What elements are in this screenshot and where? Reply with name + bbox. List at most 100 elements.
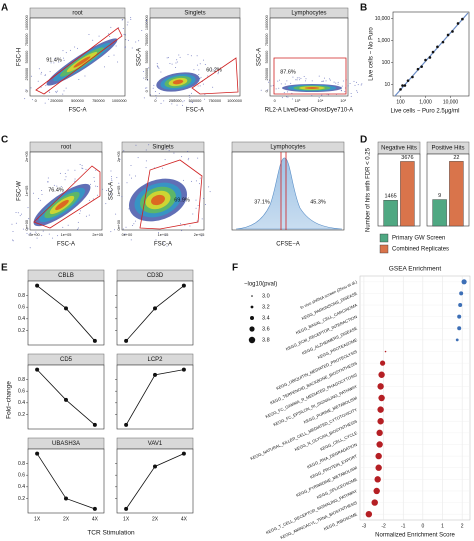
density-dot bbox=[155, 239, 157, 241]
x-tick-label: 750000 bbox=[92, 99, 105, 103]
density-dot bbox=[160, 71, 162, 73]
density-dot bbox=[203, 59, 205, 61]
density-dot bbox=[109, 35, 111, 37]
x-tick-label: 2e+05 bbox=[194, 233, 205, 237]
density-dot bbox=[53, 184, 55, 186]
point bbox=[377, 406, 384, 413]
density-dot bbox=[67, 169, 69, 171]
density-dot bbox=[41, 235, 43, 237]
panel-label: C bbox=[1, 135, 8, 146]
x-axis-label: CFSE−A bbox=[276, 242, 300, 248]
panel-label: E bbox=[1, 263, 8, 274]
point bbox=[92, 338, 97, 343]
density-dot bbox=[323, 77, 325, 79]
density-dot bbox=[167, 57, 169, 59]
density-dot bbox=[268, 81, 270, 83]
density-dot bbox=[202, 83, 204, 85]
y-tick-label: 0.8 bbox=[18, 293, 25, 299]
legend-label: 3.4 bbox=[262, 315, 270, 321]
density-dot bbox=[135, 41, 137, 43]
density bbox=[73, 56, 91, 68]
density-dot bbox=[328, 94, 330, 96]
density-dot bbox=[299, 79, 301, 81]
point bbox=[373, 487, 380, 495]
panel-label: F bbox=[232, 263, 238, 274]
density-dot bbox=[115, 45, 117, 47]
x-tick-label: 4X bbox=[181, 516, 188, 522]
density-dot bbox=[126, 24, 128, 26]
density-dot bbox=[341, 85, 343, 87]
y-tick-label: 1000000 bbox=[265, 15, 269, 30]
point bbox=[457, 314, 462, 319]
density-dot bbox=[118, 182, 120, 184]
density-dot bbox=[58, 61, 60, 63]
density-dot bbox=[110, 170, 112, 172]
density-dot bbox=[113, 54, 115, 56]
gate bbox=[273, 57, 347, 95]
density-dot bbox=[291, 92, 293, 94]
density-dot bbox=[63, 90, 65, 92]
density-dot bbox=[193, 69, 195, 71]
x-tick-label: 1X bbox=[123, 516, 130, 522]
density-dot bbox=[158, 67, 160, 69]
density-dot bbox=[57, 235, 59, 237]
density-dot bbox=[39, 199, 41, 201]
point bbox=[424, 58, 427, 62]
density-dot bbox=[201, 235, 203, 237]
density bbox=[151, 194, 165, 206]
density-dot bbox=[303, 75, 305, 77]
density-dot bbox=[173, 99, 175, 101]
density-dot bbox=[130, 19, 132, 21]
density-dot bbox=[30, 232, 32, 234]
x-tick-label: 250000 bbox=[50, 99, 63, 103]
density-dot bbox=[49, 71, 51, 73]
density-dot bbox=[198, 69, 200, 71]
density-dot bbox=[187, 150, 189, 152]
plot-area bbox=[27, 448, 105, 514]
density-dot bbox=[55, 90, 57, 92]
point bbox=[379, 360, 386, 366]
strip-title: CD5 bbox=[60, 357, 73, 363]
y-tick-label: 1000000 bbox=[25, 15, 29, 30]
y-tick-label: 0.4 bbox=[18, 484, 25, 490]
density-dot bbox=[81, 167, 83, 169]
x-tick-label: -3 bbox=[362, 523, 367, 529]
point bbox=[399, 88, 402, 91]
density-dot bbox=[318, 75, 320, 77]
density-dot bbox=[188, 157, 190, 159]
chart-title: GSEA Enrichment bbox=[389, 266, 442, 273]
density-dot bbox=[281, 97, 283, 99]
density-dot bbox=[146, 22, 148, 24]
point bbox=[446, 33, 450, 37]
gate-label: 45.3% bbox=[310, 199, 326, 205]
x-tick-label: -1 bbox=[401, 523, 406, 529]
density-dot bbox=[337, 83, 339, 85]
density-dot bbox=[59, 172, 61, 174]
density-dot bbox=[127, 39, 129, 41]
x-tick-label: 10⁴ bbox=[318, 99, 324, 103]
density-dot bbox=[217, 71, 219, 73]
x-tick-label: 2 bbox=[461, 523, 464, 529]
x-tick-label: 10⁵ bbox=[340, 99, 346, 103]
density-dot bbox=[356, 91, 358, 93]
y-tick-label: 0.8 bbox=[18, 377, 25, 383]
density-dot bbox=[62, 226, 64, 228]
density-dot bbox=[88, 214, 90, 216]
density-dot bbox=[131, 177, 133, 179]
point bbox=[376, 429, 383, 437]
density-dot bbox=[85, 168, 87, 170]
density-dot bbox=[21, 213, 23, 215]
density-dot bbox=[204, 98, 206, 100]
y-tick-label: 0e+00 bbox=[117, 220, 121, 231]
y-tick-label: 0.8 bbox=[18, 461, 25, 467]
y-tick-label: 0e+00 bbox=[25, 220, 29, 231]
density-dot bbox=[175, 62, 177, 64]
density-dot bbox=[189, 225, 191, 227]
density-dot bbox=[166, 245, 168, 247]
density-dot bbox=[94, 180, 96, 182]
x-tick-label: 1e+05 bbox=[158, 233, 169, 237]
density-dot bbox=[155, 97, 157, 99]
density-dot bbox=[163, 242, 165, 244]
density-dot bbox=[305, 78, 307, 80]
